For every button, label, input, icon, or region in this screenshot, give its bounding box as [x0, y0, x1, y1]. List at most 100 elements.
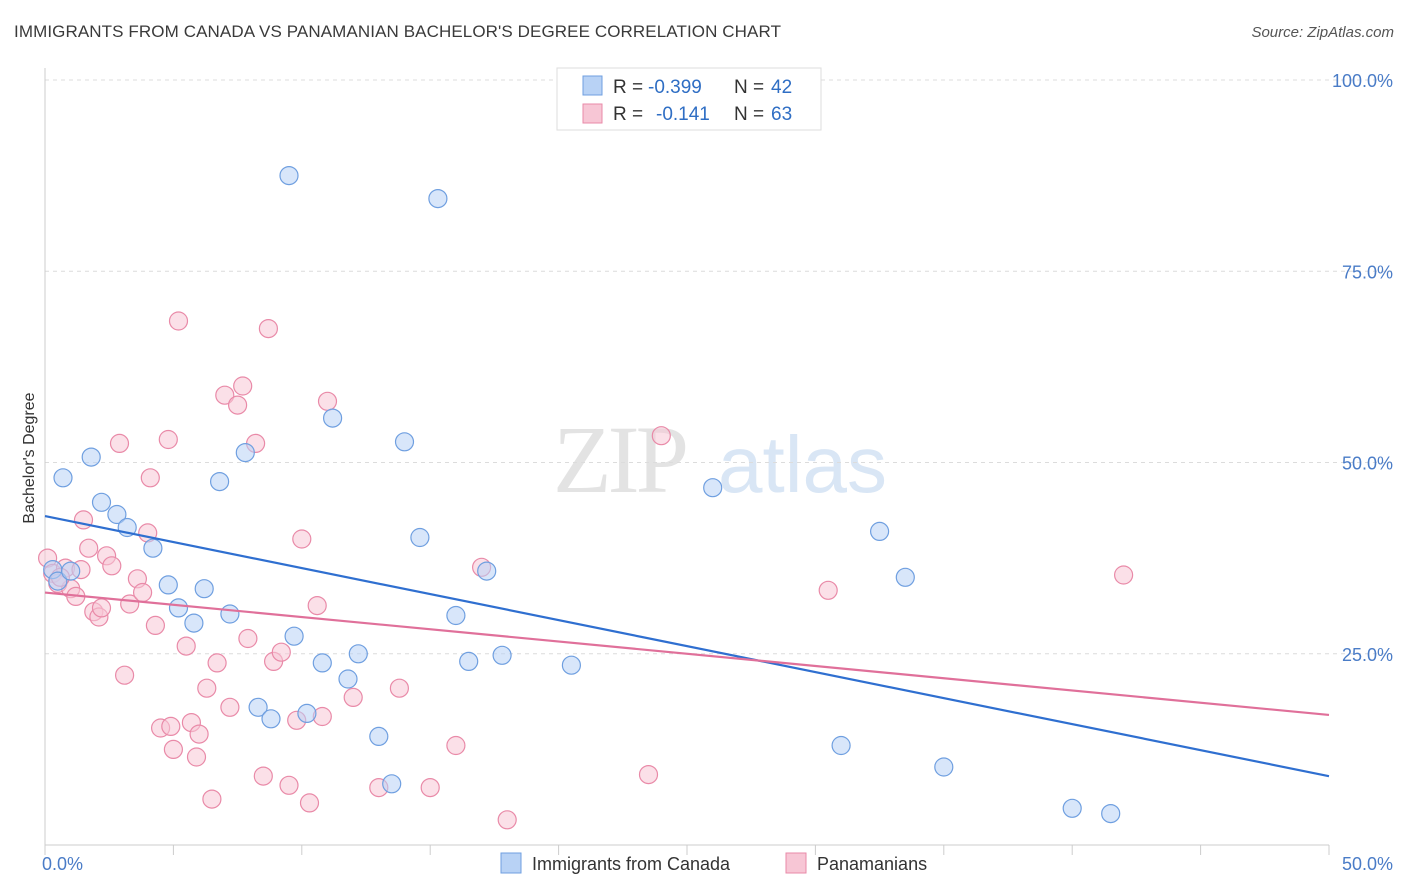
point-canada-17 — [279, 166, 299, 186]
point-panama-56 — [638, 764, 659, 785]
point-canada-23 — [348, 644, 368, 664]
point-panama-22 — [161, 716, 181, 737]
watermark: ZIP atlas — [553, 406, 887, 513]
point-canada-11 — [194, 579, 214, 599]
point-canada-15 — [248, 697, 268, 717]
point-panama-27 — [186, 747, 207, 767]
point-canada-19 — [297, 703, 317, 724]
point-canada-31 — [477, 561, 497, 581]
legend-n-label-canada: N = — [734, 77, 764, 98]
point-panama-16 — [133, 582, 153, 603]
point-panama-42 — [279, 775, 299, 795]
point-canada-20 — [312, 653, 332, 673]
point-panama-23 — [163, 739, 183, 760]
point-canada-28 — [428, 189, 448, 209]
point-panama-41 — [271, 642, 291, 662]
point-canada-32 — [492, 645, 512, 665]
point-panama-45 — [299, 793, 320, 813]
point-panama-18 — [140, 468, 160, 488]
grid-lines — [45, 79, 1392, 655]
legend-r-value-canada: -0.399 — [648, 77, 702, 98]
point-canada-5 — [107, 504, 127, 525]
point-canada-35 — [831, 735, 851, 756]
chart-title: IMMIGRANTS FROM CANADA VS PANAMANIAN BAC… — [14, 22, 782, 41]
point-canada-38 — [934, 757, 954, 777]
point-canada-9 — [168, 598, 189, 618]
point-panama-47 — [312, 706, 332, 727]
legend-r-value-panama: -0.141 — [656, 104, 710, 125]
x-tick-label-1: 50.0% — [1342, 854, 1393, 874]
point-panama-36 — [238, 628, 258, 649]
watermark-atlas: atlas — [718, 420, 887, 509]
point-canada-30 — [459, 651, 479, 672]
point-canada-14 — [235, 443, 255, 463]
y-axis-label: Bachelor's Degree — [21, 392, 38, 523]
point-panama-55 — [497, 810, 517, 830]
point-panama-7 — [79, 538, 99, 558]
point-canada-21 — [323, 408, 343, 428]
y-tick-label-3: 100.0% — [1332, 71, 1393, 91]
point-panama-57 — [651, 426, 671, 446]
series-legend: Immigrants from Canada Panamanians — [500, 852, 927, 874]
point-canada-1 — [48, 571, 68, 591]
point-panama-34 — [228, 395, 248, 415]
point-panama-46 — [307, 595, 327, 616]
point-panama-29 — [197, 678, 217, 698]
point-panama-38 — [253, 766, 273, 786]
series-legend-swatch-panama — [785, 852, 807, 874]
point-canada-12 — [210, 472, 230, 492]
point-canada-25 — [382, 774, 402, 794]
point-canada-29 — [446, 605, 466, 626]
y-tick-label-2: 75.0% — [1342, 262, 1393, 282]
point-panama-33 — [220, 697, 240, 717]
point-panama-32 — [215, 385, 235, 405]
point-canada-27 — [410, 527, 430, 548]
legend-n-label-panama: N = — [734, 104, 764, 125]
point-panama-49 — [343, 687, 363, 708]
point-panama-44 — [292, 529, 312, 549]
point-panama-12 — [109, 433, 130, 453]
axes — [44, 68, 1330, 855]
y-tick-labels: 25.0% 50.0% 75.0% 100.0% — [1332, 71, 1393, 665]
legend-n-value-panama: 63 — [771, 104, 792, 125]
point-panama-31 — [207, 653, 227, 673]
trend-line-canada — [44, 514, 1330, 778]
point-panama-51 — [389, 678, 409, 698]
point-panama-48 — [317, 391, 338, 411]
point-canada-40 — [1101, 803, 1121, 824]
point-canada-26 — [394, 432, 415, 452]
point-panama-11 — [102, 556, 122, 576]
watermark-zip: ZIP — [553, 406, 686, 513]
point-canada-4 — [91, 492, 112, 512]
point-canada-3 — [81, 447, 101, 467]
point-panama-52 — [420, 777, 440, 798]
point-panama-21 — [158, 429, 178, 450]
legend-swatch-panama — [582, 103, 603, 124]
point-canada-13 — [220, 604, 240, 624]
point-canada-7 — [143, 538, 163, 558]
legend-r-label-panama: R = — [613, 104, 643, 125]
point-canada-39 — [1062, 798, 1082, 818]
legend-n-value-canada: 42 — [771, 77, 792, 98]
point-canada-18 — [284, 626, 304, 646]
y-tick-label-1: 50.0% — [1342, 454, 1393, 474]
point-canada-16 — [261, 709, 281, 729]
point-panama-13 — [114, 665, 135, 685]
point-canada-37 — [895, 567, 915, 587]
point-panama-19 — [145, 615, 165, 636]
trend-line-panama — [44, 591, 1330, 717]
x-tick-labels: 0.0% 50.0% — [42, 854, 1393, 874]
point-panama-30 — [202, 789, 222, 809]
point-panama-58 — [818, 580, 838, 600]
point-panama-61 — [91, 598, 112, 618]
point-panama-39 — [258, 319, 278, 339]
point-canada-22 — [338, 669, 358, 689]
point-canada-36 — [869, 521, 890, 542]
point-canada-34 — [703, 478, 723, 498]
point-canada-2 — [53, 468, 73, 488]
point-panama-25 — [176, 636, 196, 656]
point-panama-53 — [446, 735, 466, 756]
point-panama-35 — [233, 376, 253, 396]
series-legend-label-canada: Immigrants from Canada — [532, 854, 731, 874]
